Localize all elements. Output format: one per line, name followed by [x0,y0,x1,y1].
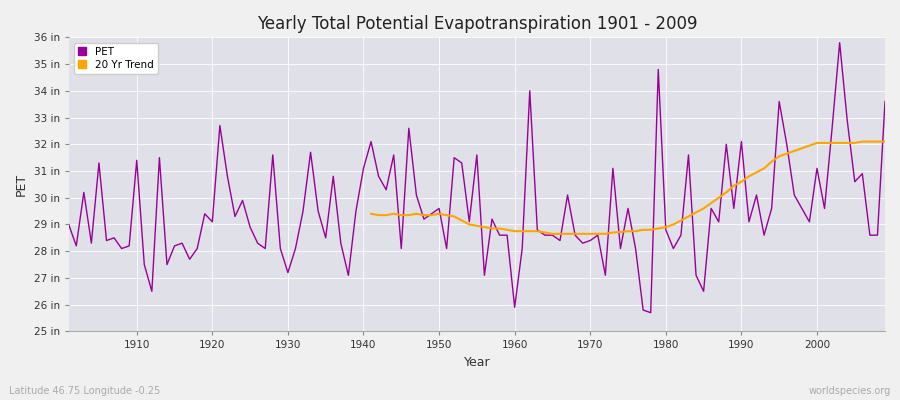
Text: worldspecies.org: worldspecies.org [809,386,891,396]
X-axis label: Year: Year [464,356,490,369]
Text: Latitude 46.75 Longitude -0.25: Latitude 46.75 Longitude -0.25 [9,386,160,396]
Title: Yearly Total Potential Evapotranspiration 1901 - 2009: Yearly Total Potential Evapotranspiratio… [256,15,698,33]
Y-axis label: PET: PET [15,173,28,196]
Legend: PET, 20 Yr Trend: PET, 20 Yr Trend [74,42,158,74]
